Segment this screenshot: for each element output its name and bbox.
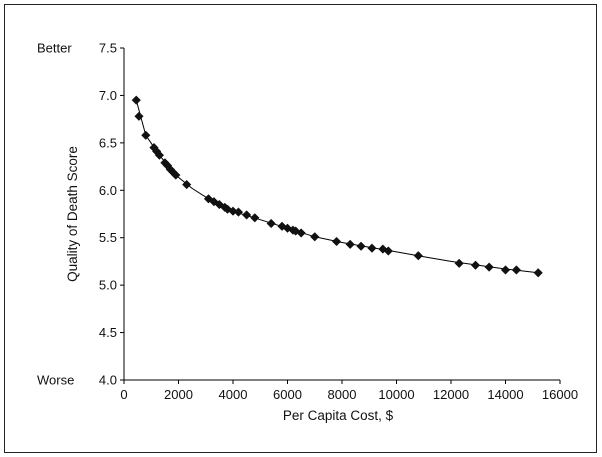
data-points	[131, 95, 543, 278]
y-tick-label: 7.5	[99, 41, 117, 56]
x-tick-label: 16000	[542, 387, 578, 402]
data-point	[282, 223, 293, 233]
data-point	[141, 130, 151, 140]
x-tick-label: 4000	[219, 387, 248, 402]
y-axis-label: Quality of Death Score	[65, 146, 80, 282]
y-tick-label: 6.5	[99, 135, 117, 150]
data-point	[484, 262, 494, 272]
y-tick-label: 7.0	[99, 88, 117, 103]
y-tick-label: 6.0	[99, 183, 117, 198]
y-annotation-better: Better	[37, 41, 72, 56]
x-ticks: 0 2000 4000 6000 8000 10000 12000 14000 16000	[120, 380, 578, 402]
x-tick-label: 12000	[433, 387, 469, 402]
y-tick-label: 4.5	[99, 325, 117, 340]
x-tick-label: 14000	[487, 387, 523, 402]
data-point	[266, 218, 276, 229]
data-point	[454, 258, 464, 268]
data-point	[296, 228, 306, 238]
data-point	[470, 260, 481, 270]
data-point	[241, 210, 252, 220]
fit-curve	[135, 100, 539, 274]
data-point	[356, 241, 366, 251]
x-tick-label: 10000	[378, 387, 414, 402]
y-tick-label: 4.0	[99, 373, 117, 388]
data-point	[131, 95, 141, 105]
x-axis-label: Per Capita Cost, $	[283, 408, 394, 423]
data-point	[511, 265, 522, 275]
data-point	[209, 197, 219, 207]
x-tick-label: 2000	[164, 387, 193, 402]
y-tick-label: 5.0	[99, 278, 117, 293]
fit-curve-layer	[135, 100, 539, 274]
data-point	[413, 251, 423, 261]
data-point	[500, 265, 511, 275]
data-point	[203, 194, 214, 204]
data-point	[182, 179, 192, 190]
data-point	[367, 243, 377, 253]
data-point	[345, 239, 355, 250]
y-ticks: 4.0 4.5 5.0 5.5 6.0 6.5 7.0 7.5	[99, 41, 124, 388]
data-point	[310, 232, 320, 242]
chart-frame: 4.0 4.5 5.0 5.5 6.0 6.5 7.0 7.5 0 2000 4000 6000 80…	[4, 4, 597, 453]
data-point	[533, 268, 543, 278]
x-tick-label: 6000	[273, 387, 302, 402]
data-point	[171, 170, 181, 180]
axes	[123, 48, 560, 381]
y-annotation-worse: Worse	[37, 373, 74, 388]
data-point	[154, 150, 165, 160]
scatter-chart: 4.0 4.5 5.0 5.5 6.0 6.5 7.0 7.5 0 2000 4000 6000 80…	[37, 41, 578, 424]
x-tick-label: 8000	[328, 387, 357, 402]
data-point	[134, 111, 144, 121]
data-point	[233, 207, 244, 217]
data-point	[383, 246, 393, 256]
x-tick-label: 0	[120, 387, 127, 402]
data-point	[331, 236, 342, 247]
data-point	[250, 213, 260, 223]
y-tick-label: 5.5	[99, 230, 117, 245]
